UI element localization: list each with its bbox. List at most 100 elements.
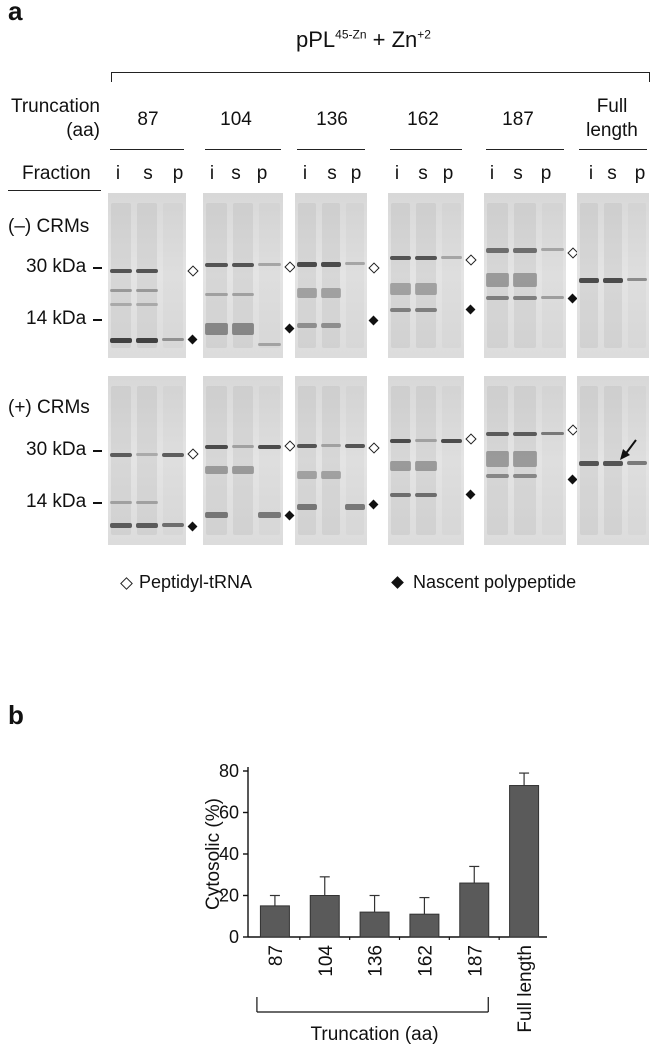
- gel-band: [390, 256, 412, 260]
- lane-label-p: p: [442, 163, 454, 184]
- lane-label-p: p: [256, 163, 268, 184]
- lane-label-i: i: [588, 163, 594, 184]
- gel-band: [231, 263, 255, 267]
- lane-label-p: p: [540, 163, 552, 184]
- lane-label-i: i: [394, 163, 400, 184]
- gel-band: [136, 501, 158, 504]
- gel-band: [110, 269, 132, 273]
- truncation-header-162: 162: [407, 109, 439, 130]
- row-label-minus-crms: (–) CRMs: [8, 216, 90, 237]
- lane-smear: [391, 386, 411, 535]
- lane-smear: [346, 386, 364, 535]
- lane-smear: [163, 203, 183, 348]
- gel-band: [627, 461, 647, 465]
- gel-band: [321, 288, 341, 298]
- gel-band: [513, 296, 537, 300]
- gel-image: [484, 193, 566, 358]
- gel-band: [110, 303, 132, 306]
- y-tick-label: 40: [219, 844, 239, 864]
- gel-band: [603, 278, 623, 283]
- bar-136: [359, 911, 390, 938]
- gel-image: [577, 193, 649, 358]
- gel-band: [136, 289, 158, 292]
- gel-band: [321, 262, 341, 267]
- construct-name: pPL: [296, 27, 336, 52]
- gel-band: [440, 439, 462, 443]
- gel-band: [297, 504, 317, 510]
- gel-band: [231, 323, 255, 335]
- truncation-header-136: 136: [316, 109, 348, 130]
- truncation-header-187: 187: [502, 109, 534, 130]
- lane-smear: [298, 203, 316, 348]
- marker-tick: [93, 319, 102, 321]
- gel-band: [540, 248, 564, 251]
- gel-band: [110, 523, 132, 528]
- gel-image: [108, 376, 186, 545]
- gel-band: [205, 293, 228, 296]
- lane-smear: [514, 203, 536, 348]
- gel-band: [258, 445, 281, 449]
- y-axis-label: Cytosolic (%): [203, 798, 224, 910]
- gel-band: [440, 256, 462, 259]
- y-tick-label: 20: [219, 886, 239, 906]
- gel-band: [162, 338, 184, 341]
- lane-smear: [298, 386, 316, 535]
- y-tick-label: 80: [219, 761, 239, 781]
- lane-label-i: i: [209, 163, 215, 184]
- x-tick-label: 162: [415, 945, 436, 977]
- gel-band: [297, 444, 317, 448]
- gel-band: [162, 523, 184, 527]
- gel-image: [388, 376, 464, 545]
- construct-title: pPL45-Zn + Zn+2: [296, 27, 431, 53]
- lane-smear: [346, 203, 364, 348]
- gel-band: [231, 466, 255, 474]
- gel-band: [486, 248, 510, 253]
- gel-band: [415, 283, 437, 295]
- fraction-underline: [8, 190, 101, 192]
- gel-band: [579, 278, 599, 283]
- lane-label-s: s: [513, 163, 523, 184]
- truncation-underline: [205, 149, 281, 151]
- gel-image: [203, 193, 283, 358]
- gel-band: [205, 263, 228, 267]
- lane-label-p: p: [634, 163, 646, 184]
- gel-image: [388, 193, 464, 358]
- gel-band: [390, 283, 412, 295]
- arrow-icon: [620, 439, 637, 460]
- x-tick-label: Full length: [515, 945, 536, 1033]
- lane-smear: [580, 203, 598, 348]
- truncation-underline: [579, 149, 647, 151]
- x-tick-label: 136: [366, 945, 387, 977]
- gel-band: [205, 323, 228, 335]
- gel-band: [415, 308, 437, 312]
- gel-band: [136, 453, 158, 456]
- lane-label-s: s: [607, 163, 617, 184]
- gel-band: [205, 445, 228, 449]
- gel-band: [258, 512, 281, 518]
- lane-smear: [604, 203, 622, 348]
- lane-smear: [111, 386, 131, 535]
- gel-band: [390, 461, 412, 471]
- gel-band: [136, 269, 158, 273]
- lane-label-s: s: [231, 163, 241, 184]
- gel-band: [110, 338, 132, 343]
- lane-smear: [541, 203, 563, 348]
- truncation-label-line2: (aa): [66, 120, 100, 141]
- fraction-label: Fraction: [22, 163, 91, 184]
- lane-smear: [232, 203, 254, 348]
- gel-band: [415, 461, 437, 471]
- x-tick-label: 87: [266, 945, 287, 966]
- gel-band: [486, 432, 510, 436]
- truncation-header-full-length-2: length: [586, 120, 638, 141]
- lane-label-s: s: [143, 163, 153, 184]
- gel-image: [577, 376, 649, 545]
- lane-smear: [487, 386, 509, 535]
- lane-smear: [514, 386, 536, 535]
- lane-label-i: i: [302, 163, 308, 184]
- truncation-underline: [110, 149, 184, 151]
- gel-band: [205, 466, 228, 474]
- gel-band: [415, 493, 437, 497]
- bar-87: [259, 905, 290, 938]
- gel-band: [486, 296, 510, 300]
